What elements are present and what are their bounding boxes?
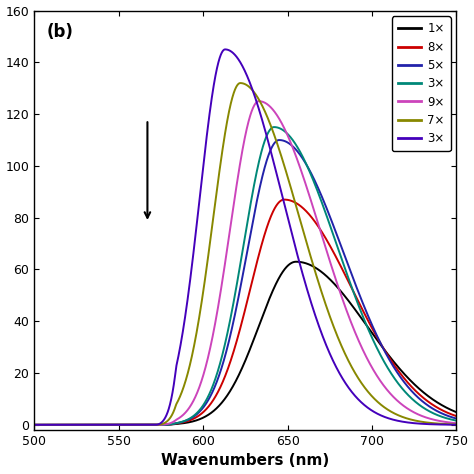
9×	[256, 98, 262, 104]
5×	[400, 378, 406, 383]
1×	[211, 407, 217, 413]
1×	[446, 406, 451, 411]
Legend: 1×, 8×, 5×, 3×, 9×, 7×, 3×: 1×, 8×, 5×, 3×, 9×, 7×, 3×	[392, 17, 451, 151]
3×	[105, 422, 110, 428]
3×	[446, 416, 451, 421]
5×	[446, 413, 451, 419]
3×	[31, 422, 37, 428]
7×	[454, 421, 459, 427]
7×	[31, 422, 37, 428]
9×	[454, 420, 459, 426]
3×	[193, 411, 199, 417]
5×	[454, 416, 459, 421]
1×	[454, 410, 459, 415]
8×	[80, 422, 85, 428]
3×	[31, 422, 37, 428]
3×	[105, 422, 110, 428]
9×	[80, 422, 85, 428]
7×	[400, 414, 406, 420]
8×	[31, 422, 37, 428]
5×	[211, 385, 217, 391]
7×	[446, 421, 451, 427]
5×	[31, 422, 37, 428]
7×	[193, 332, 199, 337]
8×	[454, 413, 459, 419]
3×	[446, 422, 451, 428]
3×	[454, 422, 459, 428]
7×	[105, 422, 110, 428]
8×	[446, 410, 451, 416]
3×	[193, 227, 199, 232]
8×	[105, 422, 110, 428]
8×	[211, 395, 217, 401]
3×	[400, 419, 406, 425]
3×	[222, 46, 228, 52]
7×	[237, 80, 243, 86]
7×	[211, 206, 217, 211]
3×	[80, 422, 85, 428]
Line: 3×: 3×	[34, 49, 456, 425]
Line: 1×: 1×	[34, 262, 456, 425]
Line: 5×: 5×	[34, 140, 456, 425]
3×	[211, 378, 217, 384]
5×	[105, 422, 110, 428]
1×	[105, 422, 110, 428]
9×	[400, 402, 406, 408]
5×	[276, 137, 282, 143]
3×	[400, 386, 406, 392]
1×	[31, 422, 37, 428]
5×	[193, 412, 199, 418]
1×	[293, 259, 299, 264]
9×	[31, 422, 37, 428]
8×	[193, 414, 199, 420]
Line: 9×: 9×	[34, 101, 456, 425]
8×	[282, 197, 287, 202]
Line: 8×: 8×	[34, 200, 456, 425]
Line: 3×: 3×	[34, 127, 456, 425]
1×	[400, 370, 406, 375]
5×	[80, 422, 85, 428]
9×	[193, 392, 199, 398]
3×	[80, 422, 85, 428]
8×	[400, 374, 406, 380]
3×	[454, 418, 459, 423]
X-axis label: Wavenumbers (nm): Wavenumbers (nm)	[161, 454, 329, 468]
7×	[80, 422, 85, 428]
1×	[80, 422, 85, 428]
1×	[193, 418, 199, 423]
9×	[211, 324, 217, 330]
Line: 7×: 7×	[34, 83, 456, 425]
9×	[105, 422, 110, 428]
3×	[211, 78, 217, 84]
Text: (b): (b)	[47, 23, 74, 41]
3×	[271, 124, 277, 130]
9×	[446, 419, 451, 425]
